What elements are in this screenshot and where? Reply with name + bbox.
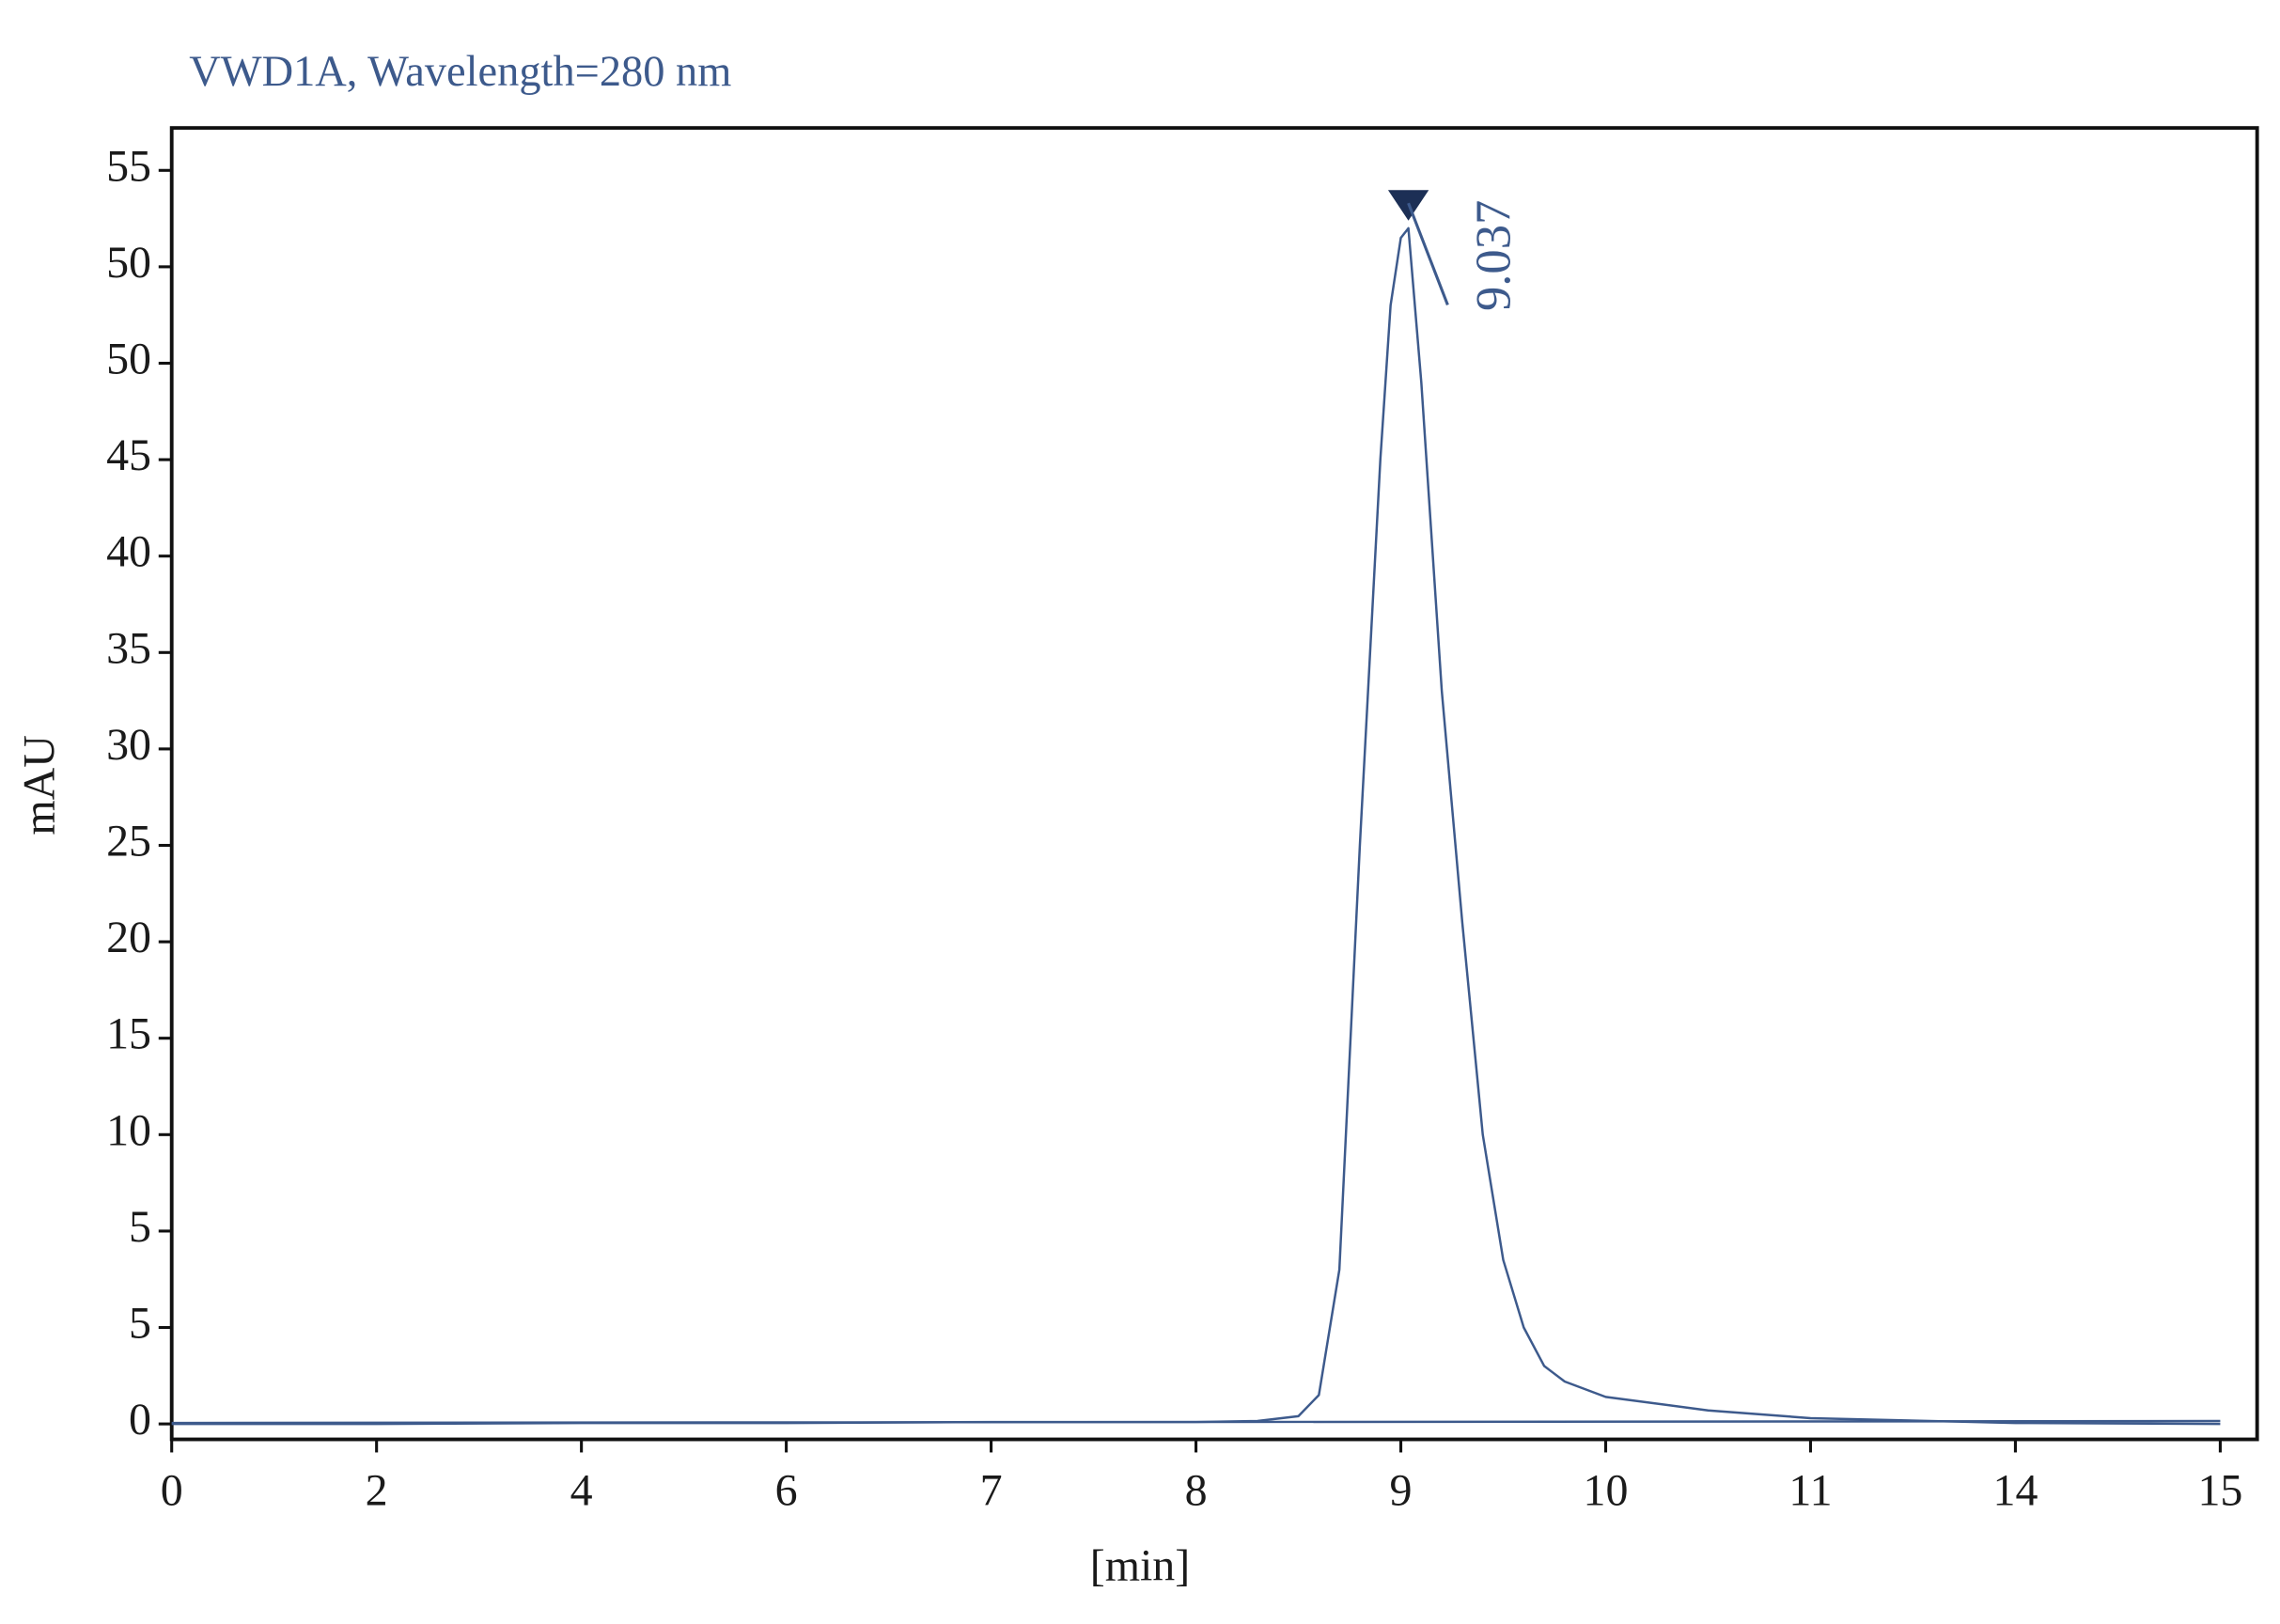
trace-line bbox=[171, 1419, 2221, 1425]
y-tick-label: 50 bbox=[106, 334, 151, 383]
x-tick-label: 0 bbox=[161, 1465, 183, 1515]
x-tick-label: 8 bbox=[1185, 1465, 1208, 1515]
x-tick-label: 9 bbox=[1390, 1465, 1413, 1515]
x-tick-label: 10 bbox=[1584, 1465, 1629, 1515]
y-tick-label: 0 bbox=[129, 1395, 151, 1444]
x-tick-label: 15 bbox=[2197, 1465, 2242, 1515]
x-tick-label: 14 bbox=[1992, 1465, 2038, 1515]
y-tick-label: 50 bbox=[106, 238, 151, 288]
y-tick-label: 10 bbox=[106, 1105, 151, 1155]
x-tick-label: 7 bbox=[980, 1465, 1003, 1515]
y-tick-label: 30 bbox=[106, 720, 151, 770]
y-tick-label: 25 bbox=[106, 816, 151, 866]
y-tick-label: 15 bbox=[106, 1009, 151, 1059]
x-tick-label: 2 bbox=[366, 1465, 388, 1515]
y-tick-label: 55 bbox=[106, 141, 151, 191]
x-tick-label: 6 bbox=[775, 1465, 798, 1515]
x-tick-label: 11 bbox=[1788, 1465, 1832, 1515]
y-tick-label: 5 bbox=[129, 1202, 151, 1252]
peak-leader bbox=[1407, 202, 1449, 306]
x-tick-label: 4 bbox=[570, 1465, 593, 1515]
y-tick-label: 35 bbox=[106, 623, 151, 673]
trace-line bbox=[171, 226, 2221, 1426]
plot-frame bbox=[169, 126, 2259, 1442]
y-axis-label: mAU bbox=[15, 735, 65, 835]
x-axis-label: [min] bbox=[1090, 1541, 1191, 1591]
chart-title: VWD1A, Wavelength=280 nm bbox=[189, 48, 731, 96]
y-tick-label: 20 bbox=[106, 913, 151, 962]
peak-label: 9.037 bbox=[1467, 200, 1522, 311]
y-tick-label: 45 bbox=[106, 430, 151, 480]
y-tick-label: 40 bbox=[106, 527, 151, 577]
y-tick-label: 5 bbox=[129, 1299, 151, 1349]
